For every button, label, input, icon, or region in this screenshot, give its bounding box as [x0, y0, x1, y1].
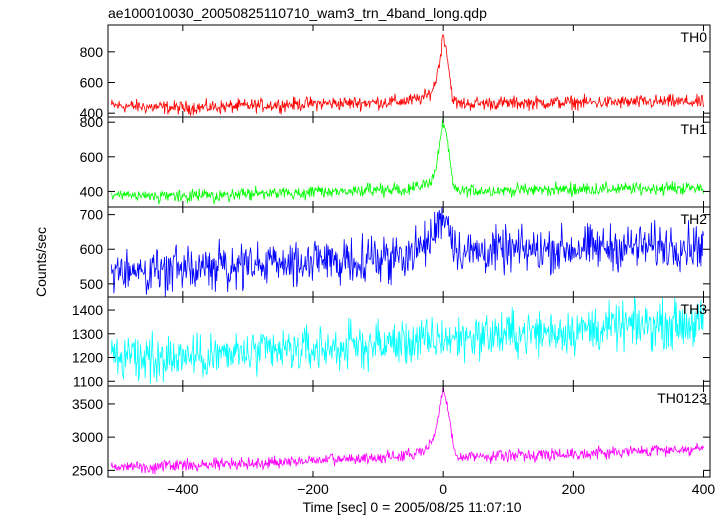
panel-th2: 500 600 700 TH2 — [80, 206, 711, 298]
x-tick-label: 0 — [439, 481, 447, 497]
y-tick-label: 500 — [80, 276, 104, 292]
panel-th0123: 2500 3000 3500 TH0123 — [72, 385, 711, 478]
y-tick-label: 1200 — [72, 350, 103, 366]
y-tick-label: 700 — [80, 207, 104, 223]
series-line-th0123 — [110, 386, 704, 475]
x-tick-label: 200 — [562, 481, 586, 497]
panel-frame — [107, 385, 711, 478]
chart-title: ae100010030_20050825110710_wam3_trn_4ban… — [108, 5, 487, 21]
x-axis: −400 −200 0 200 400 — [167, 481, 715, 497]
x-axis-label: Time [sec] 0 = 2005/08/25 11:07:10 — [302, 499, 521, 515]
x-tick-label: −200 — [297, 481, 329, 497]
panel-label: TH2 — [681, 211, 708, 227]
y-tick-label: 400 — [80, 105, 104, 121]
y-tick-label: 3500 — [72, 396, 103, 412]
y-tick-label: 1100 — [73, 373, 103, 389]
series-line-th2 — [110, 206, 704, 298]
y-tick-label: 2500 — [72, 462, 103, 478]
y-axis-label: Counts/sec — [33, 227, 49, 297]
series-line-th3 — [110, 296, 704, 384]
y-tick-label: 400 — [80, 183, 104, 199]
y-tick-label: 1400 — [72, 302, 103, 318]
y-tick-label: 3000 — [72, 429, 103, 445]
panel-label: TH1 — [681, 121, 708, 137]
y-tick-label: 600 — [80, 149, 104, 165]
panel-label: TH0123 — [657, 390, 707, 406]
panel-label: TH3 — [681, 301, 708, 317]
panel-label: TH0 — [681, 29, 708, 45]
y-tick-label: 800 — [80, 44, 104, 60]
y-tick-label: 600 — [80, 241, 104, 257]
series-line-th0 — [110, 33, 704, 117]
panel-frame — [107, 206, 711, 298]
x-tick-label: −400 — [167, 481, 199, 497]
panel-th1: 400 600 800 TH1 — [80, 114, 711, 208]
y-tick-label: 600 — [80, 75, 104, 91]
panel-th0: 400 600 800 TH0 — [80, 24, 711, 121]
panel-th3: 1100 1200 1300 1400 TH3 — [72, 296, 711, 389]
x-tick-label: 400 — [692, 481, 716, 497]
y-tick-label: 1300 — [72, 326, 103, 342]
panels: 400 600 800 TH0 400 600 800 TH1 500 600 700 TH2 1100… — [72, 24, 711, 478]
y-tick-label: 800 — [80, 114, 104, 130]
series-line-th1 — [110, 119, 704, 205]
